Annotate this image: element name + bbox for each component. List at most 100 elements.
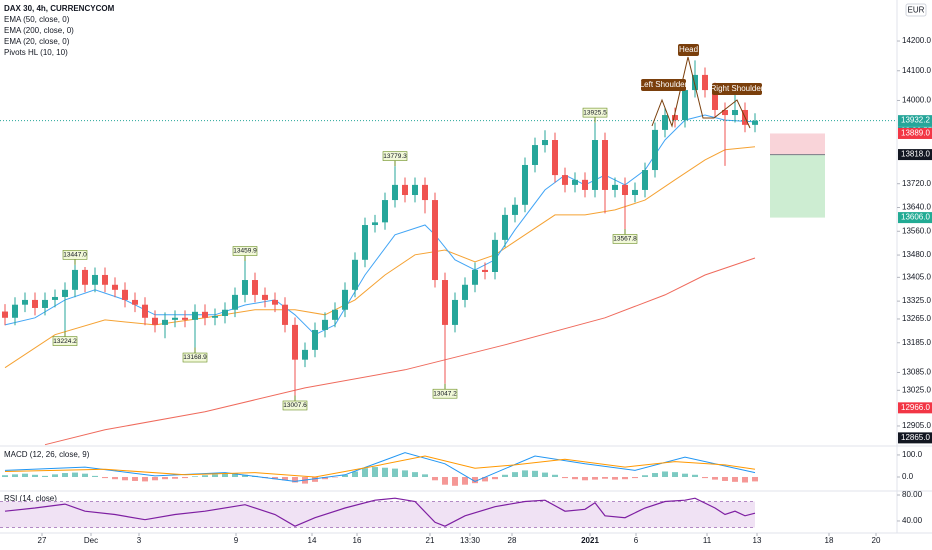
macd-histogram-bar [692,474,698,477]
candle-body [542,140,548,146]
macd-histogram-bar [402,470,408,477]
pivot-box [232,246,258,256]
y-tick-label: 13325.0 [902,296,931,305]
macd-histogram-bar [22,473,28,477]
legend-entry: EMA (50, close, 0) [4,15,70,24]
pivot-box [432,388,458,399]
macd-histogram-bar [242,474,248,477]
candle-body [412,184,418,196]
ema-line [44,257,756,446]
candle-body [322,319,328,330]
pivot-label: 13459.9 [233,248,257,255]
candle-body [602,140,608,190]
y-tick-label: 13480.0 [902,250,931,259]
y-tick-label: 0.0 [902,472,914,481]
macd-histogram-bar [222,473,228,477]
y-tick-label: 13720.0 [902,179,931,188]
pivot-box [62,250,88,260]
candle-body [172,317,178,320]
price-label: 12865.0 [901,433,930,442]
macd-histogram-bar [182,476,188,479]
candle-body [182,317,188,320]
macd-histogram-bar [282,476,288,481]
candle-body [472,269,478,285]
y-tick-label: 13025.0 [902,385,931,394]
candle-body [452,299,458,325]
pivot-box [282,400,308,411]
x-tick-label: 11 [703,536,712,545]
candle-body [242,280,248,295]
candle-body [112,284,118,290]
macd-histogram-bar [582,476,588,481]
macd-histogram-bar [382,467,388,477]
macd-histogram-bar [462,476,468,485]
y-tick-label: 13265.0 [902,314,931,323]
macd-histogram-bar [102,476,108,479]
macd-histogram-bar [572,476,578,480]
macd-histogram-bar [672,472,678,477]
candle-body [82,269,88,285]
macd-histogram-bar [482,476,488,482]
candle-body [352,259,358,290]
macd-histogram-bar [152,476,158,481]
candle-body [582,179,588,190]
macd-histogram-bar [232,473,238,477]
price-label-box [898,212,932,224]
candle-body [62,289,68,297]
candle-body [332,309,338,320]
candle-body [222,309,228,316]
macd-histogram-bar [192,476,198,477]
candle-body [92,274,98,285]
macd-line [4,452,756,482]
candle-body [552,140,558,176]
stop-zone [770,133,825,155]
macd-histogram-bar [32,474,38,477]
x-tick-label: 6 [634,536,639,545]
pivot-box [52,336,78,346]
macd-histogram-bar [372,467,378,477]
candle-body [372,222,378,226]
y-tick-label: 40.00 [902,516,923,525]
macd-histogram-bar [502,474,508,477]
macd-histogram-bar [1,475,8,477]
pivot-label: 13007.6 [283,402,307,409]
currency-box[interactable] [905,3,927,17]
candle-body [212,315,218,318]
candle-body [282,304,288,325]
candle-body [342,289,348,310]
x-tick-label: 13:30 [460,536,481,545]
candle-body [392,184,398,201]
x-tick-label: 20 [872,536,881,545]
pivot-box [382,151,408,161]
macd-histogram-bar [142,476,148,482]
pivot-label: 13925.5 [583,109,607,116]
macd-histogram-bar [742,476,748,483]
macd-histogram-bar [312,476,318,482]
macd-histogram-bar [592,476,598,480]
candle-body [262,294,268,300]
pivot-label: 13047.2 [433,390,457,397]
rsi-line [4,497,756,527]
macd-histogram-bar [602,476,608,479]
macd-histogram-bar [542,472,548,477]
chart-title: DAX 30, 4h, CURRENCYCOM [4,4,115,13]
x-tick-label: 28 [508,536,517,545]
currency: EUR [908,6,925,15]
pattern-line [651,56,751,129]
candle-body [142,304,148,318]
candle-body [42,299,48,308]
macd-histogram-bar [632,476,638,479]
macd-histogram-bar [392,468,398,477]
x-tick-label: Dec [84,536,98,545]
macd-histogram-bar [342,474,348,477]
legend-entry: Pivots HL (10, 10) [4,48,68,57]
macd-histogram-bar [132,476,138,481]
candle-body [302,349,308,360]
rsi-band [0,501,755,528]
macd-histogram-bar [432,476,438,481]
candle-body [132,299,138,305]
price-label: 13932.2 [901,116,930,125]
macd-histogram-bar [362,468,368,477]
